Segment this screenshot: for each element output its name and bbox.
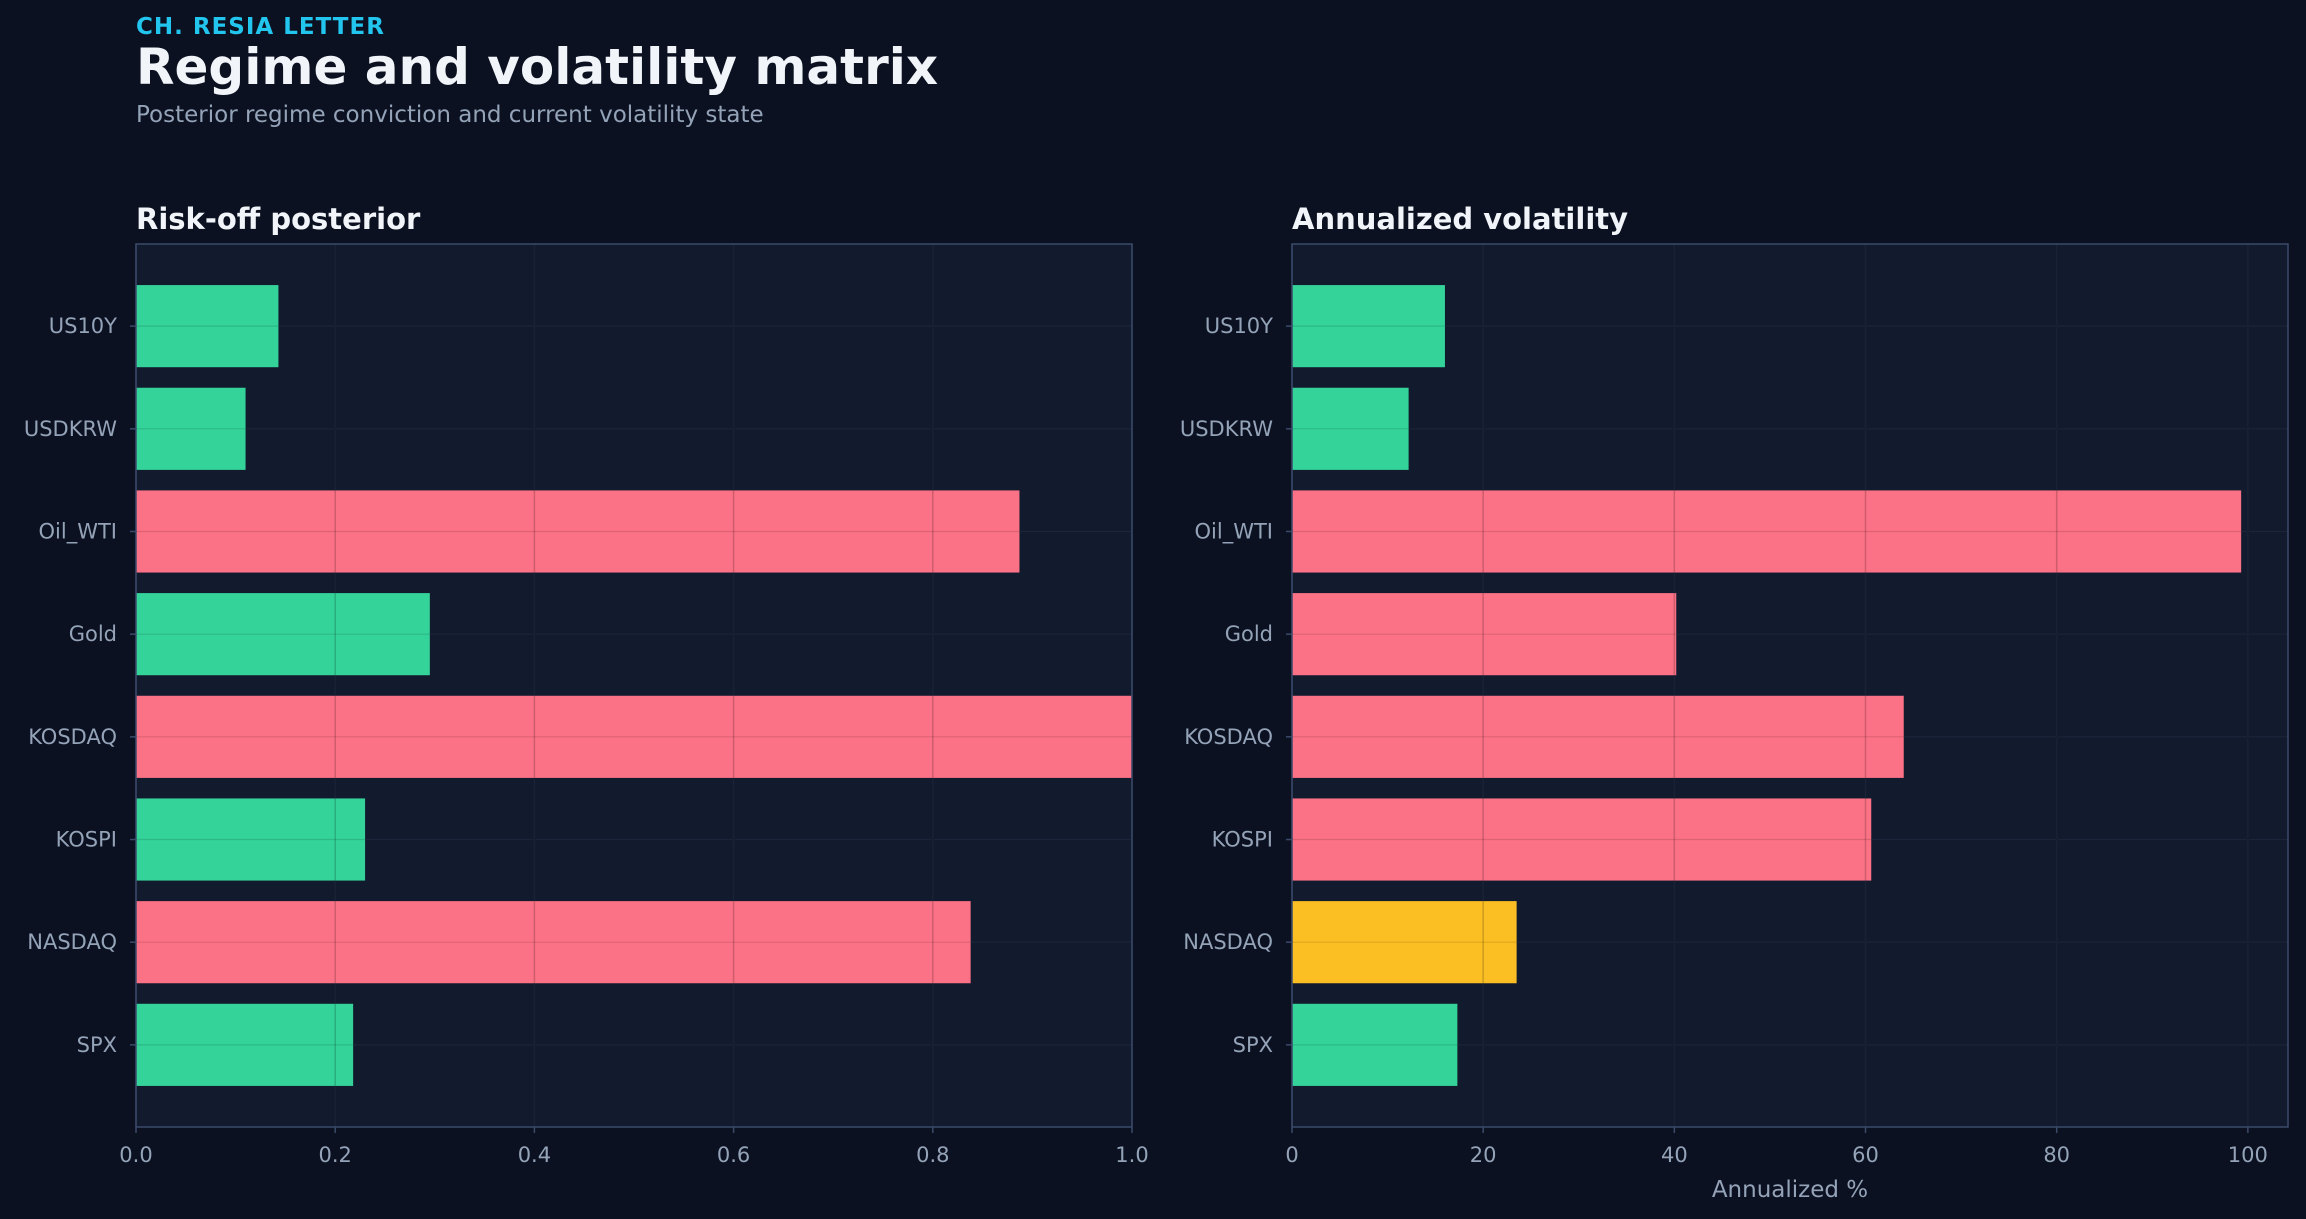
chart-1-title: Risk-off posterior (136, 202, 421, 236)
chart-1-bar-us10y (136, 285, 279, 368)
chart-1-xtick-label: 0.4 (518, 1143, 551, 1167)
chart-2-category-label: Oil_WTI (1195, 519, 1273, 544)
chart-1-xtick-label: 0.2 (318, 1143, 351, 1167)
chart-2-category-label: KOSDAQ (1184, 725, 1273, 749)
chart-1-bar-kosdaq (136, 695, 1132, 778)
chart-2-bar-us10y (1292, 285, 1445, 368)
chart-2-xtick-label: 20 (1470, 1143, 1497, 1167)
chart-1-xtick-label: 0.0 (119, 1143, 152, 1167)
chart-1-bar-oil-wti (136, 490, 1020, 573)
chart-1-category-label: NASDAQ (27, 930, 117, 954)
page-subtitle: Posterior regime conviction and current … (136, 102, 764, 128)
chart-1-category-label: Oil_WTI (39, 519, 117, 544)
page-title: Regime and volatility matrix (136, 38, 939, 96)
chart-2-plot-area (1292, 244, 2288, 1127)
chart-2-category-label: USDKRW (1180, 417, 1273, 441)
chart-2-category-label: KOSPI (1212, 828, 1273, 852)
chart-2-frame (1291, 243, 2289, 1128)
chart-1-category-label: SPX (77, 1033, 117, 1057)
chart-2-xtick-label: 40 (1661, 1143, 1688, 1167)
chart-2-title: Annualized volatility (1292, 202, 1628, 236)
chart-2-bar-kosdaq (1292, 695, 1904, 778)
chart-1-xtick-label: 0.8 (916, 1143, 949, 1167)
chart-1-bar-gold (136, 593, 430, 676)
chart-1-category-label: USDKRW (24, 417, 117, 441)
chart-1-bar-nasdaq (136, 901, 971, 984)
chart-2-category-label: NASDAQ (1183, 930, 1273, 954)
chart-1-category-label: KOSPI (56, 828, 117, 852)
chart-1-plot-area (136, 244, 1132, 1127)
chart-2-bar-gold (1292, 593, 1677, 676)
report-kicker: CH. RESIA LETTER (136, 14, 385, 40)
chart-2-category-label: US10Y (1205, 314, 1273, 338)
chart-1-bar-kospi (136, 798, 366, 881)
chart-2-bar-spx (1292, 1003, 1458, 1086)
chart-1-category-label: KOSDAQ (28, 725, 117, 749)
chart-2-bar-kospi (1292, 798, 1872, 881)
chart-2-xtick-label: 0 (1285, 1143, 1298, 1167)
chart-2-xaxis-label: Annualized % (1712, 1177, 1868, 1203)
chart-2-xtick-label: 100 (2228, 1143, 2268, 1167)
chart-1-category-label: US10Y (49, 314, 117, 338)
chart-1-bar-spx (136, 1003, 354, 1086)
chart-1-bar-usdkrw (136, 387, 246, 470)
chart-2-xtick-label: 80 (2043, 1143, 2070, 1167)
chart-1-xtick-label: 0.6 (717, 1143, 750, 1167)
chart-1-category-label: Gold (69, 622, 117, 646)
chart-1-frame (135, 243, 1133, 1128)
chart-2-category-label: SPX (1233, 1033, 1273, 1057)
chart-2-bar-usdkrw (1292, 387, 1409, 470)
chart-2-bar-nasdaq (1292, 901, 1517, 984)
chart-2-xtick-label: 60 (1852, 1143, 1879, 1167)
chart-2-bar-oil-wti (1292, 490, 2242, 573)
chart-1-xtick-label: 1.0 (1115, 1143, 1148, 1167)
chart-2-category-label: Gold (1225, 622, 1273, 646)
